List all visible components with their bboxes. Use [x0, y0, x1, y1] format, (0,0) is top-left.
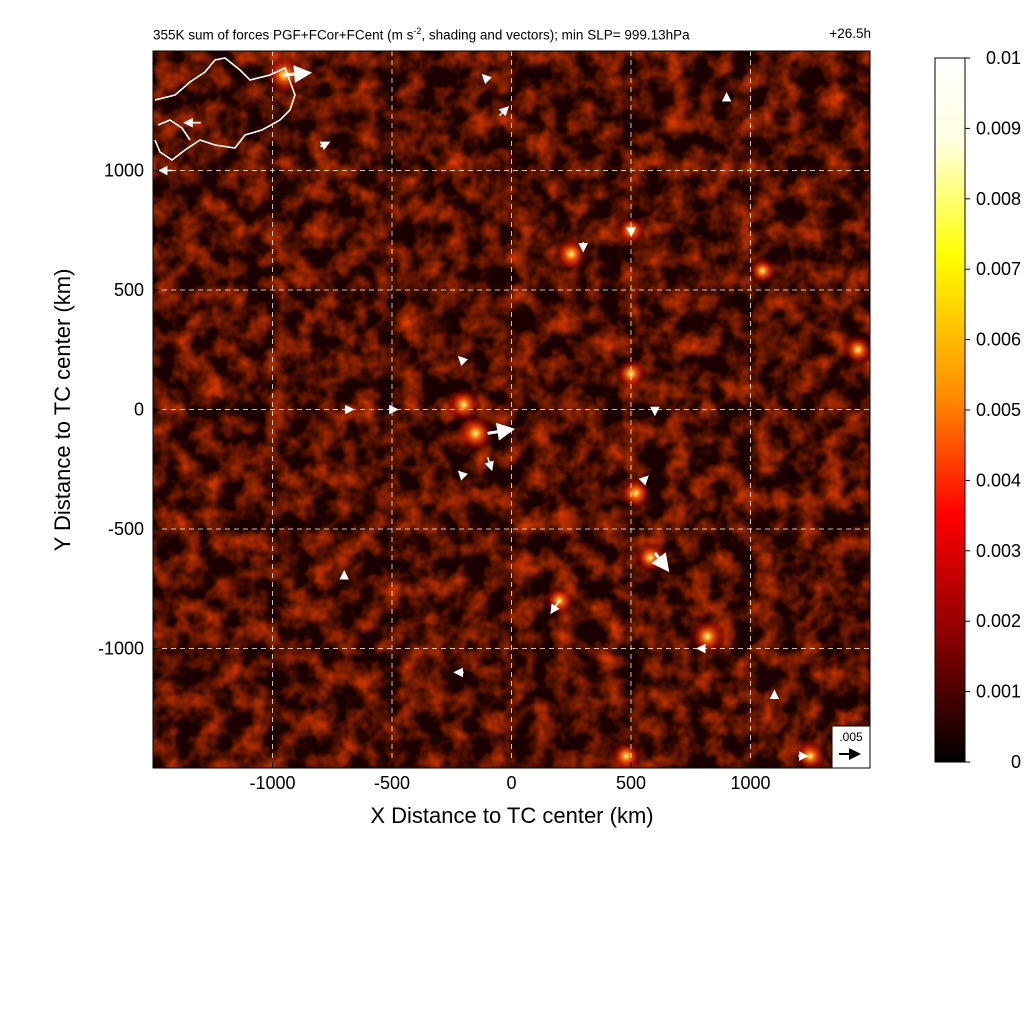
colorbar-tick-label: 0: [1011, 752, 1021, 772]
chart-title: 355K sum of forces PGF+FCor+FCent (m s-2…: [153, 26, 690, 43]
heatmap-hotspot: [614, 357, 648, 391]
heatmap-hotspot: [688, 617, 727, 656]
force-vector: [651, 552, 670, 573]
heatmap-hotspot: [841, 333, 870, 367]
heatmap-hotspot: [445, 386, 482, 423]
x-tick-label: 500: [616, 773, 646, 793]
colorbar-tick-label: 0.01: [986, 48, 1021, 68]
colorbar-tick-label: 0.002: [976, 611, 1021, 631]
reference-vector-label: .005: [839, 730, 863, 744]
x-tick-label: -500: [374, 773, 410, 793]
time-label: +26.5h: [829, 26, 871, 41]
x-tick-label: 0: [506, 773, 516, 793]
colorbar-tick-label: 0.006: [976, 330, 1021, 350]
force-vector: [284, 65, 313, 84]
force-vector: [457, 355, 469, 367]
x-tick-label: -1000: [249, 773, 295, 793]
y-tick-label: 500: [114, 280, 144, 300]
x-axis-label: X Distance to TC center (km): [370, 803, 653, 828]
heatmap-hotspot: [553, 236, 590, 272]
heatmap-hotspot: [456, 414, 495, 453]
force-vector: [498, 106, 510, 117]
heatmap-hotspot: [747, 255, 778, 286]
colorbar-tick-label: 0.005: [976, 400, 1021, 420]
y-tick-label: -1000: [98, 639, 144, 659]
x-tick-label: 1000: [730, 773, 770, 793]
force-vector: [487, 422, 516, 441]
heatmap-hotspot: [793, 739, 827, 768]
title-main: 355K sum of forces PGF+FCor+FCent (m s: [153, 27, 414, 43]
colorbar-tick-label: 0.001: [976, 682, 1021, 702]
heatmap-hotspot: [633, 541, 667, 575]
y-tick-label: -500: [108, 519, 144, 539]
colorbar-tick-label: 0.007: [976, 259, 1021, 279]
colorbar-tick-label: 0.008: [976, 189, 1021, 209]
heatmap-hotspot: [619, 476, 653, 510]
colorbar: [934, 57, 966, 763]
colorbar-tick-label: 0.009: [976, 118, 1021, 138]
reference-vector-box: [831, 725, 871, 769]
y-tick-label: 0: [134, 400, 144, 420]
force-vector: [457, 470, 469, 481]
heatmap-hotspot: [609, 739, 643, 768]
y-axis-label: Y Distance to TC center (km): [50, 269, 75, 552]
force-vector: [481, 73, 492, 84]
heatmap-texture: [153, 51, 870, 768]
colorbar-tick-label: 0.004: [976, 470, 1021, 490]
colorbar-tick-label: 0.003: [976, 541, 1021, 561]
force-vector: [638, 475, 649, 486]
title-rest: , shading and vectors); min SLP= 999.13h…: [421, 27, 690, 43]
force-vector: [550, 600, 560, 615]
y-tick-label: 1000: [104, 161, 144, 181]
coastline: [154, 57, 296, 161]
force-vector: [319, 141, 331, 151]
force-vector: [484, 457, 494, 472]
title-superscript: -2: [413, 26, 422, 36]
